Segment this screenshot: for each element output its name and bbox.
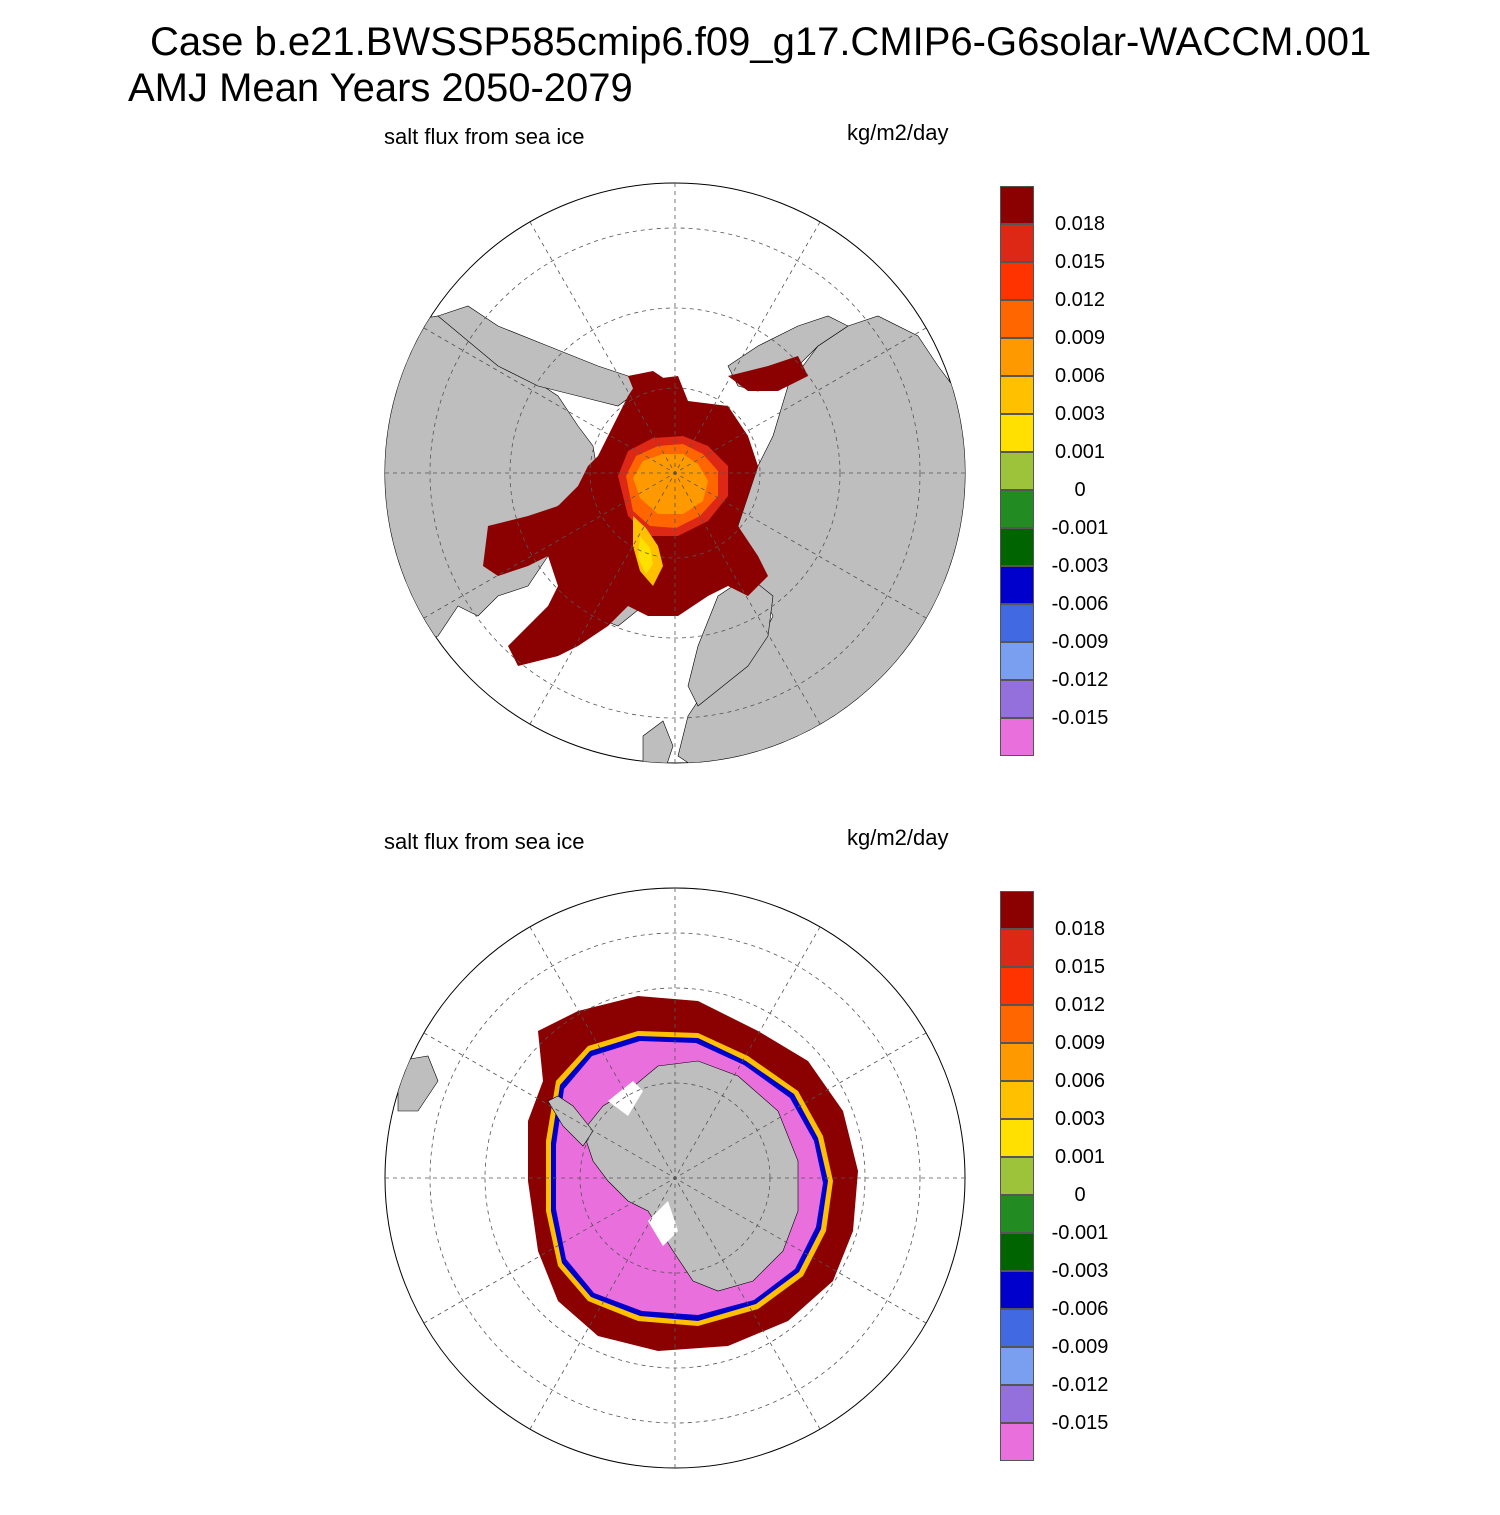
- south-america-land: [397, 1055, 439, 1112]
- panel-units: kg/m2/day: [847, 120, 949, 145]
- colorbar-tick-label: -0.001: [1051, 1222, 1109, 1244]
- sea-ice-orange: [633, 454, 708, 514]
- colorbar-tick-label: -0.001: [1051, 517, 1109, 539]
- colorbar-tick-label: -0.006: [1051, 593, 1109, 615]
- colorbar-swatch: [1000, 604, 1034, 642]
- south-polar-map: [384, 887, 966, 1469]
- colorbar-swatch: [1000, 1081, 1034, 1119]
- colorbar-tick-label: -0.003: [1051, 1260, 1109, 1282]
- colorbar-tick-label: -0.003: [1051, 555, 1109, 577]
- panel-variable-title: salt flux from sea ice: [384, 829, 585, 854]
- colorbar-swatch: [1000, 891, 1034, 929]
- colorbar-swatch: [1000, 1043, 1034, 1081]
- colorbar-tick-label: 0.006: [1054, 365, 1106, 387]
- colorbar-tick-label: 0.001: [1054, 1146, 1106, 1168]
- panel-units: kg/m2/day: [847, 825, 949, 850]
- colorbar-swatch: [1000, 338, 1034, 376]
- colorbar-tick-label: 0.012: [1054, 289, 1106, 311]
- scandinavia-land: [687, 575, 774, 707]
- panel-north: salt flux from sea ice kg/m2/day: [0, 110, 1500, 810]
- colorbar-swatch: [1000, 1423, 1034, 1461]
- colorbar-tick-label: 0.003: [1054, 403, 1106, 425]
- colorbar-tick-label: 0.001: [1054, 441, 1106, 463]
- colorbar-tick-label: 0: [1074, 1184, 1086, 1206]
- figure-title-period: AMJ Mean Years 2050-2079: [128, 66, 633, 110]
- colorbar-swatch: [1000, 224, 1034, 262]
- colorbar-tick-label: -0.009: [1051, 1336, 1109, 1358]
- colorbar-tick-label: -0.006: [1051, 1298, 1109, 1320]
- figure-title-case: Case b.e21.BWSSP585cmip6.f09_g17.CMIP6-G…: [150, 20, 1372, 64]
- colorbar-swatch: [1000, 967, 1034, 1005]
- colorbar-tick-label: 0.009: [1054, 1032, 1106, 1054]
- open-water-ross: [648, 1201, 678, 1246]
- colorbar-swatch: [1000, 452, 1034, 490]
- colorbar-swatch: [1000, 1119, 1034, 1157]
- sea-ice-bering: [628, 371, 668, 401]
- north-polar-map: [384, 182, 966, 764]
- colorbar-tick-label: -0.012: [1051, 669, 1109, 691]
- colorbar-tick-label: 0.015: [1054, 956, 1106, 978]
- colorbar-tick-label: -0.012: [1051, 1374, 1109, 1396]
- graticule: [385, 183, 965, 763]
- colorbar-tick-label: 0.006: [1054, 1070, 1106, 1092]
- colorbar-swatch: [1000, 1347, 1034, 1385]
- colorbar-tick-label: 0.018: [1054, 213, 1106, 235]
- colorbar-swatch: [1000, 1385, 1034, 1423]
- graticule: [385, 888, 965, 1468]
- colorbar-swatch: [1000, 680, 1034, 718]
- colorbar-tick-label: -0.015: [1051, 1412, 1109, 1434]
- colorbar-swatch: [1000, 1195, 1034, 1233]
- colorbar-swatch: [1000, 300, 1034, 338]
- colorbar-swatch: [1000, 1309, 1034, 1347]
- colorbar-swatch: [1000, 718, 1034, 756]
- panel-south: salt flux from sea ice kg/m2/day: [0, 815, 1500, 1515]
- colorbar-swatch: [1000, 642, 1034, 680]
- colorbar-swatch: [1000, 528, 1034, 566]
- sea-ice-okhotsk: [728, 356, 808, 391]
- colorbar-swatch: [1000, 262, 1034, 300]
- colorbar-swatch: [1000, 186, 1034, 224]
- colorbar-tick-label: 0.012: [1054, 994, 1106, 1016]
- antarctic-peninsula-land: [547, 1095, 594, 1147]
- colorbar-tick-label: 0.015: [1054, 251, 1106, 273]
- panel-variable-title: salt flux from sea ice: [384, 124, 585, 149]
- colorbar-tick-label: 0.018: [1054, 918, 1106, 940]
- colorbar-tick-label: 0: [1074, 479, 1086, 501]
- sea-ice-yellow: [638, 536, 653, 574]
- colorbar-swatch: [1000, 1233, 1034, 1271]
- open-water-weddell: [608, 1081, 643, 1116]
- colorbar-swatch: [1000, 929, 1034, 967]
- colorbar-swatch: [1000, 566, 1034, 604]
- colorbar-swatch: [1000, 414, 1034, 452]
- colorbar-tick-label: -0.015: [1051, 707, 1109, 729]
- colorbar-tick-label: 0.009: [1054, 327, 1106, 349]
- colorbar-swatch: [1000, 1005, 1034, 1043]
- colorbar-swatch: [1000, 490, 1034, 528]
- colorbar-tick-label: -0.009: [1051, 631, 1109, 653]
- colorbar-swatch: [1000, 1157, 1034, 1195]
- antarctica-land: [582, 1060, 799, 1292]
- colorbar-swatch: [1000, 1271, 1034, 1309]
- colorbar-tick-label: 0.003: [1054, 1108, 1106, 1130]
- colorbar-swatch: [1000, 376, 1034, 414]
